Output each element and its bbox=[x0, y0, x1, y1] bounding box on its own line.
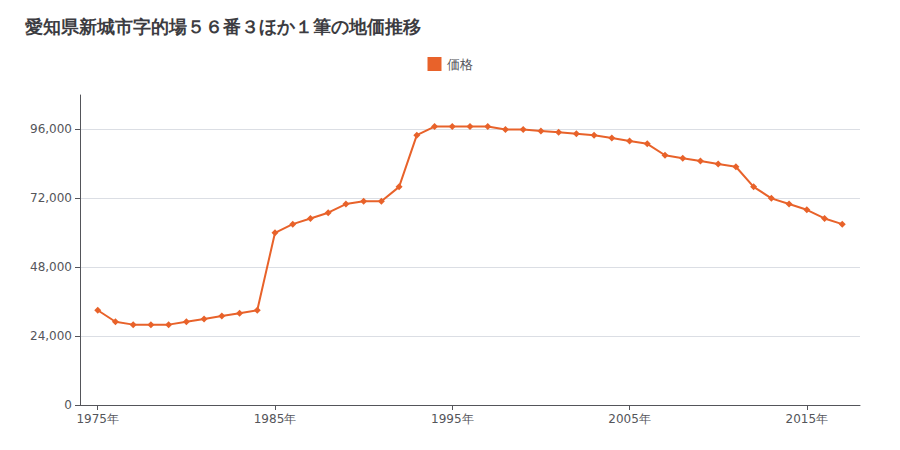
svg-text:48,000: 48,000 bbox=[30, 260, 72, 274]
svg-text:1985年: 1985年 bbox=[254, 412, 297, 426]
svg-text:2015年: 2015年 bbox=[786, 412, 829, 426]
svg-text:1995年: 1995年 bbox=[431, 412, 474, 426]
svg-text:1975年: 1975年 bbox=[76, 412, 119, 426]
svg-text:愛知県新城市字的場５６番３ほか１筆の地価推移: 愛知県新城市字的場５６番３ほか１筆の地価推移 bbox=[25, 16, 421, 37]
svg-text:24,000: 24,000 bbox=[30, 329, 72, 343]
svg-text:価格: 価格 bbox=[447, 57, 473, 72]
svg-text:96,000: 96,000 bbox=[30, 122, 72, 136]
svg-text:0: 0 bbox=[64, 398, 72, 412]
svg-text:2005年: 2005年 bbox=[608, 412, 651, 426]
svg-text:72,000: 72,000 bbox=[30, 191, 72, 205]
